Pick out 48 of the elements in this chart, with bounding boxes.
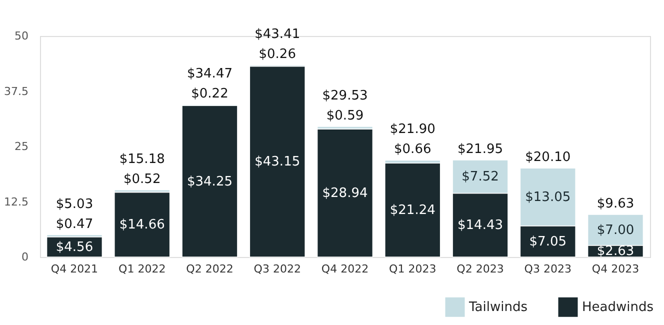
total-label: $29.53: [322, 88, 368, 104]
data-label: $13.05: [525, 190, 571, 205]
x-tick-label: Q2 2022: [186, 262, 234, 276]
data-label: $2.63: [596, 244, 634, 260]
total-label: $43.41: [254, 27, 300, 42]
data-label: $21.24: [390, 203, 436, 218]
bar: [249, 66, 306, 258]
data-label: $43.15: [254, 154, 300, 170]
y-tick-label: 25: [14, 140, 28, 153]
y-tick-label: 0: [22, 250, 28, 264]
x-tick-label: Q2 2023: [456, 262, 504, 276]
x-tick-label: Q4 2022: [321, 262, 369, 276]
x-tick-label: Q3 2023: [524, 262, 572, 276]
data-label: $0.52: [124, 172, 161, 187]
total-label: $9.63: [596, 196, 634, 212]
total-label: $34.47: [186, 66, 232, 82]
data-label: $7.52: [462, 170, 499, 185]
x-tick-label: Q4 2021: [50, 262, 98, 276]
total-label: $5.03: [56, 196, 94, 212]
data-label: $0.26: [258, 47, 296, 62]
x-tick-label: Q3 2022: [254, 262, 301, 276]
total-label: $21.95: [458, 142, 504, 157]
data-label: $0.59: [326, 108, 364, 124]
bar: [316, 128, 374, 258]
data-label: $34.25: [186, 174, 232, 190]
data-label: $14.43: [458, 218, 504, 234]
y-tick-label: 37.5: [4, 84, 28, 98]
y-tick-label: 12.5: [4, 195, 28, 208]
data-label: $0.47: [56, 216, 94, 232]
legend-label: Tailwinds: [468, 300, 528, 316]
x-tick-label: Q1 2022: [118, 262, 166, 276]
total-label: $21.90: [390, 122, 436, 138]
data-label: $28.94: [322, 186, 368, 202]
bar: [114, 192, 170, 258]
data-label: $14.66: [119, 218, 165, 233]
data-label: $0.66: [394, 142, 432, 158]
data-label: $0.22: [191, 86, 228, 102]
legend-label: Headwinds: [582, 300, 654, 316]
total-label: $15.18: [119, 152, 165, 167]
data-label: $4.56: [56, 240, 94, 255]
bar: [182, 105, 238, 258]
total-label: $20.10: [525, 150, 571, 166]
data-label: $7.05: [529, 234, 566, 250]
x-tick-label: Q4 2023: [592, 262, 640, 276]
x-tick-label: Q1 2023: [389, 262, 436, 276]
y-tick-label: 50: [14, 30, 28, 42]
bar: [384, 162, 441, 258]
data-label: $7.00: [596, 222, 634, 238]
